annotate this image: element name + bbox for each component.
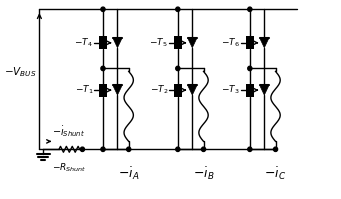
Circle shape <box>127 147 131 151</box>
Circle shape <box>273 147 278 151</box>
Polygon shape <box>260 38 269 48</box>
Bar <box>174 84 182 97</box>
Bar <box>246 84 254 97</box>
Circle shape <box>248 147 252 151</box>
Bar <box>99 36 107 49</box>
Bar <box>246 36 254 49</box>
Polygon shape <box>188 38 197 48</box>
Text: $-T_6$: $-T_6$ <box>221 37 240 49</box>
Circle shape <box>101 66 105 71</box>
Circle shape <box>176 66 180 71</box>
Text: $-\dot{\imath}_{B}$: $-\dot{\imath}_{B}$ <box>193 165 214 182</box>
Bar <box>99 84 107 97</box>
Polygon shape <box>260 85 269 95</box>
Text: $-\dot{\imath}_{Shunt}$: $-\dot{\imath}_{Shunt}$ <box>53 125 86 139</box>
Text: $-T_2$: $-T_2$ <box>150 84 168 96</box>
Text: $-T_1$: $-T_1$ <box>75 84 93 96</box>
Polygon shape <box>113 38 122 48</box>
Circle shape <box>101 7 105 12</box>
Circle shape <box>80 147 85 151</box>
Circle shape <box>248 7 252 12</box>
Polygon shape <box>113 85 122 95</box>
Circle shape <box>176 7 180 12</box>
Text: $-V_{BUS}$: $-V_{BUS}$ <box>4 65 36 79</box>
Circle shape <box>248 66 252 71</box>
Circle shape <box>176 147 180 151</box>
Text: $-T_4$: $-T_4$ <box>74 37 93 49</box>
Text: $-T_5$: $-T_5$ <box>149 37 168 49</box>
Text: $-\dot{\imath}_{A}$: $-\dot{\imath}_{A}$ <box>118 165 139 182</box>
Text: $-R_{Shunt}$: $-R_{Shunt}$ <box>52 161 87 174</box>
Bar <box>174 36 182 49</box>
Text: $-\dot{\imath}_{C}$: $-\dot{\imath}_{C}$ <box>265 165 287 182</box>
Circle shape <box>101 147 105 151</box>
Circle shape <box>202 147 206 151</box>
Text: $-T_3$: $-T_3$ <box>222 84 240 96</box>
Polygon shape <box>188 85 197 95</box>
